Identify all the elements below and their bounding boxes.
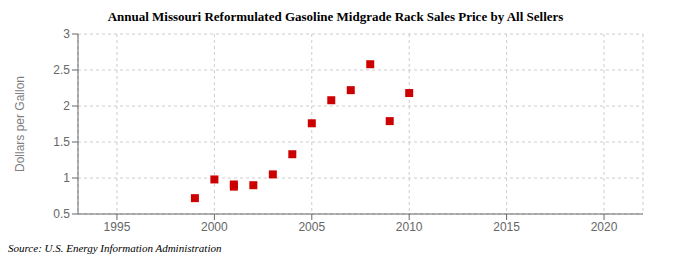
- html-text:Annual Missouri Reformulated G: Annual Missouri Reformulated Gasoline Mi…: [107, 9, 564, 24]
- svg-text:1.5: 1.5: [53, 135, 70, 149]
- svg-text:Dollars per Gallon: Dollars per Gallon: [13, 76, 27, 172]
- svg-text:1995: 1995: [104, 220, 131, 234]
- svg-text:2020: 2020: [591, 220, 618, 234]
- svg-text:3: 3: [63, 27, 70, 41]
- svg-text:2.5: 2.5: [53, 63, 70, 77]
- svg-text:2015: 2015: [493, 220, 520, 234]
- html-text:Source: U.S. Energy Informatio: Source: U.S. Energy Information Administ…: [8, 242, 222, 254]
- svg-text:2: 2: [63, 99, 70, 113]
- svg-text:1: 1: [63, 171, 70, 185]
- svg-text:2005: 2005: [298, 220, 325, 234]
- svg-text:0.5: 0.5: [53, 207, 70, 221]
- svg-text:2000: 2000: [201, 220, 228, 234]
- svg-text:2010: 2010: [396, 220, 423, 234]
